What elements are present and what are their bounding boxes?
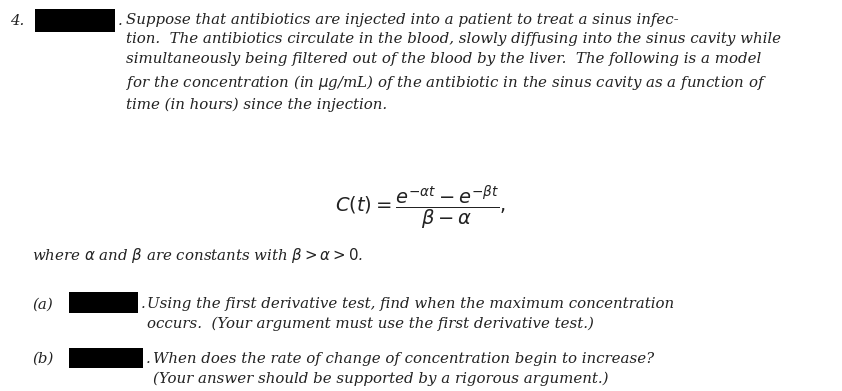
Text: $C(t) = \dfrac{e^{-\alpha t} - e^{-\beta t}}{\beta - \alpha},$: $C(t) = \dfrac{e^{-\alpha t} - e^{-\beta…	[335, 184, 507, 232]
Text: Using the first derivative test, find when the maximum concentration
occurs.  (Y: Using the first derivative test, find wh…	[147, 297, 674, 331]
Text: .: .	[146, 352, 151, 366]
Text: Suppose that antibiotics are injected into a patient to treat a sinus infec-
tio: Suppose that antibiotics are injected in…	[126, 13, 781, 111]
Text: .: .	[141, 297, 146, 311]
Text: When does the rate of change of concentration begin to increase?
(Your answer sh: When does the rate of change of concentr…	[153, 352, 654, 386]
Text: (b): (b)	[32, 352, 53, 366]
Text: 4.: 4.	[10, 14, 24, 28]
Text: where $\alpha$ and $\beta$ are constants with $\beta > \alpha > 0$.: where $\alpha$ and $\beta$ are constants…	[32, 246, 363, 265]
Text: .: .	[118, 14, 123, 28]
Text: (a): (a)	[32, 297, 53, 311]
